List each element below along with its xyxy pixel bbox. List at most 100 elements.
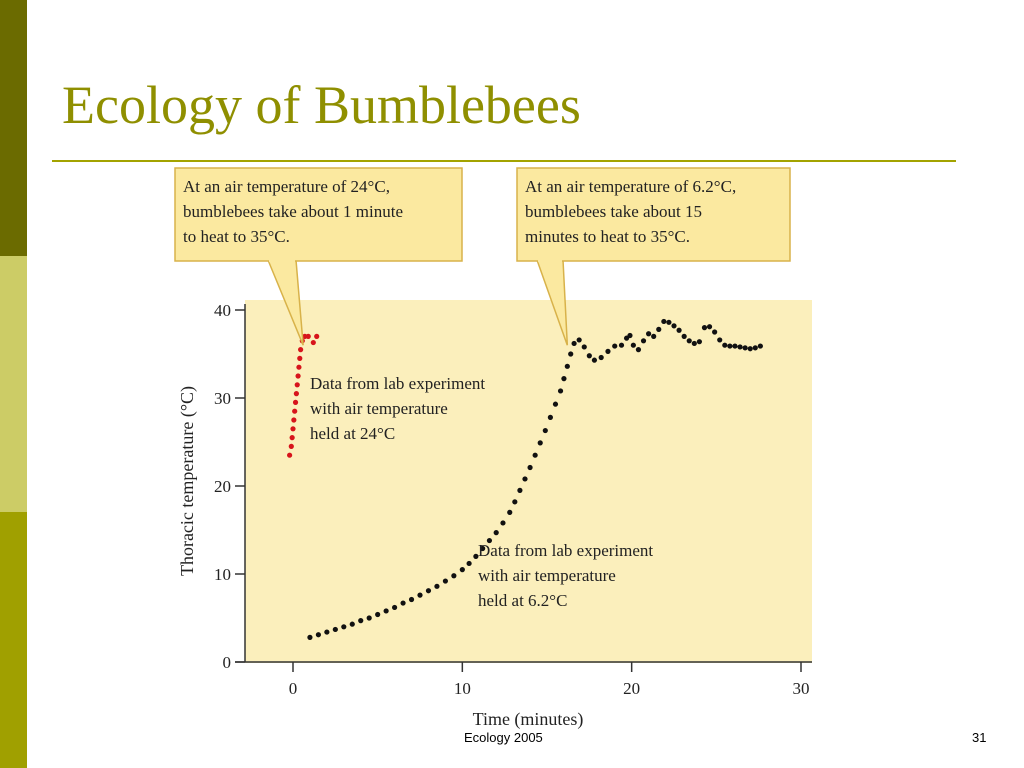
- data-point-6-2c: [681, 333, 687, 339]
- data-point-6-2c: [581, 344, 587, 350]
- data-point-24c: [290, 426, 296, 432]
- x-tick-label: 30: [793, 679, 810, 698]
- data-point-6-2c: [473, 553, 479, 560]
- data-point-24c: [292, 399, 299, 405]
- data-point-6-2c: [651, 333, 657, 339]
- series-label-line: with air temperature: [478, 566, 616, 585]
- data-point-6-2c: [586, 353, 592, 359]
- data-point-6-2c: [676, 327, 682, 333]
- data-point-24c: [292, 408, 298, 414]
- y-tick-label: 10: [214, 565, 231, 584]
- y-tick-label: 30: [214, 389, 231, 408]
- data-point-6-2c: [722, 342, 728, 348]
- data-point-6-2c: [737, 344, 743, 350]
- callout-text-line: to heat to 35°C.: [183, 227, 290, 246]
- data-point-6-2c: [742, 345, 748, 351]
- data-point-24c: [296, 364, 302, 370]
- data-point-6-2c: [630, 342, 636, 348]
- data-point-6-2c: [712, 329, 718, 335]
- data-point-6-2c: [400, 600, 406, 606]
- data-point-6-2c: [332, 626, 338, 633]
- plot-area: [245, 300, 812, 663]
- callout-text-line: minutes to heat to 35°C.: [525, 227, 690, 246]
- data-point-6-2c: [537, 440, 543, 446]
- data-point-6-2c: [706, 324, 713, 330]
- data-point-6-2c: [646, 331, 652, 337]
- data-point-24c: [305, 333, 311, 339]
- x-tick-label: 10: [454, 679, 471, 698]
- slide-title: Ecology of Bumblebees: [62, 75, 581, 135]
- data-point-24c: [294, 382, 300, 388]
- data-point-24c: [297, 355, 303, 361]
- data-point-6-2c: [666, 319, 672, 325]
- data-point-6-2c: [752, 345, 758, 351]
- slide-number: 31: [972, 730, 987, 745]
- data-point-6-2c: [341, 624, 347, 630]
- data-point-6-2c: [564, 363, 570, 369]
- data-point-6-2c: [656, 326, 662, 332]
- data-point-6-2c: [686, 338, 692, 344]
- data-point-6-2c: [375, 611, 381, 618]
- data-point-24c: [288, 443, 294, 449]
- data-point-6-2c: [612, 343, 618, 349]
- data-point-6-2c: [366, 615, 372, 621]
- data-point-24c: [289, 435, 295, 441]
- data-point-6-2c: [757, 343, 763, 349]
- data-point-6-2c: [417, 592, 423, 598]
- data-point-6-2c: [552, 401, 559, 407]
- series-label-line: Data from lab experiment: [478, 541, 653, 560]
- y-tick-label: 0: [223, 653, 232, 672]
- data-point-6-2c: [701, 325, 708, 331]
- data-point-6-2c: [727, 343, 733, 349]
- data-point-6-2c: [442, 578, 448, 584]
- data-point-6-2c: [598, 354, 604, 361]
- data-point-6-2c: [459, 567, 465, 573]
- data-point-6-2c: [522, 476, 528, 482]
- callout-text-line: At an air temperature of 24°C,: [183, 177, 390, 196]
- data-point-6-2c: [571, 340, 577, 347]
- data-point-6-2c: [493, 530, 499, 536]
- callout-box: [516, 167, 791, 262]
- data-point-6-2c: [349, 621, 355, 627]
- data-point-24c: [310, 339, 316, 346]
- data-point-6-2c: [358, 618, 364, 624]
- data-point-6-2c: [605, 348, 611, 354]
- sidebar-band-light: [0, 256, 27, 512]
- x-tick-label: 0: [289, 679, 298, 698]
- data-point-6-2c: [591, 357, 598, 363]
- y-tick-label: 20: [214, 477, 231, 496]
- data-point-6-2c: [671, 323, 677, 329]
- y-tick-label: 40: [214, 301, 231, 320]
- sidebar-band-dark: [0, 0, 27, 256]
- data-point-24c: [314, 333, 320, 339]
- data-point-6-2c: [425, 588, 432, 594]
- data-point-6-2c: [486, 537, 493, 544]
- callout-text-line: bumblebees take about 15: [525, 202, 702, 221]
- data-point-24c: [293, 391, 299, 397]
- data-point-6-2c: [561, 376, 567, 382]
- data-point-24c: [287, 452, 293, 458]
- data-point-6-2c: [517, 487, 523, 493]
- data-point-6-2c: [307, 634, 313, 640]
- y-axis-title: Thoracic temperature (°C): [177, 386, 198, 576]
- data-point-6-2c: [568, 351, 574, 357]
- data-point-6-2c: [324, 629, 330, 635]
- data-point-6-2c: [466, 560, 472, 567]
- x-tick-label: 20: [623, 679, 640, 698]
- data-point-6-2c: [383, 608, 389, 614]
- data-point-6-2c: [512, 499, 518, 505]
- data-point-6-2c: [500, 520, 506, 526]
- series-label-line: held at 6.2°C: [478, 591, 567, 610]
- x-axis-title: Time (minutes): [473, 709, 584, 730]
- series-label-line: with air temperature: [310, 399, 448, 418]
- data-point-24c: [291, 417, 297, 423]
- data-point-6-2c: [696, 339, 703, 345]
- data-point-6-2c: [691, 340, 697, 347]
- callout-text-line: At an air temperature of 6.2°C,: [525, 177, 736, 196]
- data-point-6-2c: [451, 573, 457, 579]
- data-point-6-2c: [434, 583, 440, 589]
- data-point-24c: [295, 373, 301, 379]
- data-point-6-2c: [547, 414, 553, 420]
- data-point-6-2c: [618, 342, 625, 348]
